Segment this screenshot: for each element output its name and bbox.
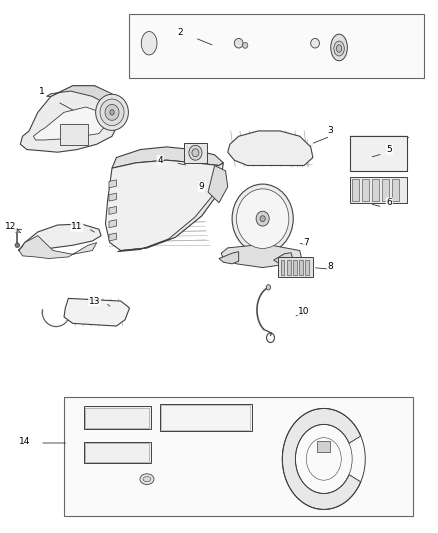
Polygon shape: [221, 245, 302, 268]
Polygon shape: [64, 298, 130, 326]
Polygon shape: [109, 220, 117, 228]
Ellipse shape: [143, 477, 151, 482]
Polygon shape: [46, 86, 117, 107]
Text: 14: 14: [19, 438, 30, 447]
Text: 4: 4: [157, 156, 163, 165]
Bar: [281, 260, 285, 275]
Ellipse shape: [105, 104, 119, 120]
Ellipse shape: [95, 94, 128, 131]
Bar: [350, 177, 407, 203]
Text: 8: 8: [328, 262, 333, 271]
Text: 10: 10: [298, 307, 310, 316]
Ellipse shape: [232, 184, 293, 253]
Polygon shape: [106, 160, 223, 251]
Polygon shape: [19, 236, 97, 259]
Text: 12: 12: [5, 222, 16, 231]
Text: 7: 7: [304, 238, 309, 247]
Ellipse shape: [192, 149, 199, 157]
Text: 2: 2: [177, 28, 183, 37]
Bar: [84, 406, 151, 429]
Bar: [278, 257, 313, 277]
Ellipse shape: [260, 216, 265, 222]
Bar: [317, 441, 330, 451]
Bar: [392, 179, 399, 200]
Polygon shape: [208, 165, 228, 203]
Polygon shape: [33, 107, 106, 140]
Ellipse shape: [256, 211, 269, 226]
Bar: [372, 179, 379, 200]
Bar: [299, 260, 303, 275]
Polygon shape: [141, 31, 157, 55]
Polygon shape: [20, 86, 119, 152]
Text: 1: 1: [39, 86, 45, 95]
Text: 9: 9: [199, 182, 205, 191]
Ellipse shape: [237, 189, 289, 248]
Bar: [64, 397, 413, 516]
Text: 11: 11: [71, 222, 83, 231]
Bar: [60, 124, 88, 146]
Text: 5: 5: [386, 145, 392, 154]
Bar: [130, 14, 424, 78]
Ellipse shape: [334, 41, 344, 56]
Polygon shape: [109, 233, 117, 241]
Bar: [85, 408, 149, 427]
Polygon shape: [109, 180, 117, 188]
Bar: [160, 403, 252, 431]
Ellipse shape: [311, 38, 319, 48]
Text: 13: 13: [89, 296, 100, 305]
Bar: [350, 136, 407, 171]
Ellipse shape: [140, 474, 154, 484]
Ellipse shape: [266, 285, 271, 290]
Polygon shape: [109, 193, 117, 201]
Ellipse shape: [243, 43, 248, 49]
Bar: [305, 260, 309, 275]
Bar: [184, 143, 207, 163]
Text: 6: 6: [386, 198, 392, 207]
Ellipse shape: [189, 146, 202, 160]
Bar: [161, 405, 251, 430]
Bar: [352, 179, 359, 200]
Ellipse shape: [336, 45, 342, 52]
Text: 3: 3: [328, 126, 333, 135]
Polygon shape: [283, 408, 361, 510]
Bar: [287, 260, 290, 275]
Ellipse shape: [331, 34, 347, 61]
Bar: [362, 179, 369, 200]
Bar: [293, 260, 297, 275]
Ellipse shape: [15, 243, 19, 247]
Ellipse shape: [110, 110, 114, 115]
Polygon shape: [109, 206, 117, 214]
Polygon shape: [18, 224, 101, 252]
Polygon shape: [274, 253, 293, 265]
Bar: [85, 443, 149, 462]
Polygon shape: [118, 192, 219, 252]
Polygon shape: [219, 252, 239, 264]
Bar: [84, 442, 151, 463]
Bar: [382, 179, 389, 200]
Polygon shape: [112, 147, 223, 168]
Ellipse shape: [100, 99, 124, 126]
Polygon shape: [228, 131, 313, 165]
Ellipse shape: [234, 38, 243, 48]
